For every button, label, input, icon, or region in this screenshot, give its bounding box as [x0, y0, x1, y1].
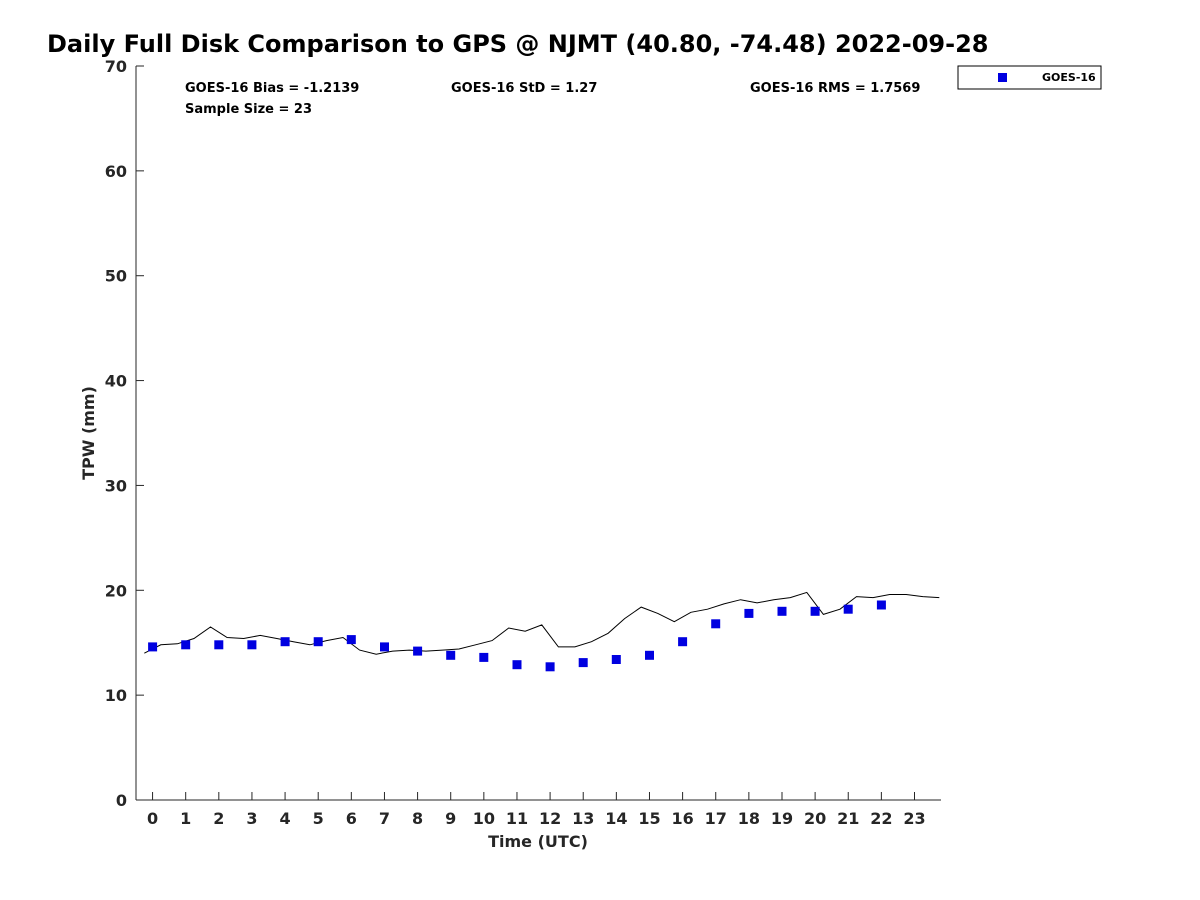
- goes16-point: [380, 642, 389, 652]
- goes16-point: [413, 646, 423, 656]
- legend-goes16-marker: [998, 73, 1007, 82]
- legend: GOES-16: [957, 65, 1102, 90]
- goes16-point: [678, 637, 688, 647]
- goes16-point: [843, 604, 853, 614]
- x-tick-label: 18: [738, 809, 760, 828]
- x-tick-label: 17: [705, 809, 727, 828]
- x-tick-label: 0: [147, 809, 158, 828]
- goes16-point: [247, 640, 257, 650]
- goes16-point: [744, 608, 754, 618]
- x-tick-label: 9: [445, 809, 456, 828]
- y-tick-label: 20: [105, 581, 127, 600]
- y-tick-label: 40: [105, 372, 127, 391]
- y-tick-label: 60: [105, 162, 127, 181]
- x-tick-label: 21: [837, 809, 859, 828]
- x-tick-label: 13: [572, 809, 594, 828]
- x-tick-label: 20: [804, 809, 826, 828]
- goes16-point: [148, 642, 158, 652]
- goes16-point: [280, 637, 290, 647]
- x-tick-label: 15: [638, 809, 660, 828]
- goes16-point: [181, 640, 191, 650]
- y-tick-label: 10: [105, 686, 127, 705]
- x-tick-label: 19: [771, 809, 793, 828]
- y-tick-label: 0: [116, 791, 127, 810]
- x-tick-label: 14: [605, 809, 627, 828]
- goes16-point: [777, 606, 787, 616]
- x-tick-label: 22: [870, 809, 892, 828]
- goes16-point: [545, 662, 555, 672]
- x-tick-label: 12: [539, 809, 561, 828]
- x-tick-label: 10: [473, 809, 495, 828]
- goes16-point: [346, 635, 356, 645]
- y-tick-label: 70: [105, 57, 127, 76]
- goes16-point: [645, 650, 654, 660]
- goes16-point: [479, 652, 489, 662]
- sample-size-stat: Sample Size = 23: [185, 102, 312, 117]
- goes16-point: [578, 658, 588, 668]
- x-tick-label: 6: [346, 809, 357, 828]
- goes16-point: [214, 640, 224, 650]
- x-tick-label: 16: [671, 809, 693, 828]
- axis-ticks: 0 1 2 3 4 5 6 7 8 9 10 11 12 13 14 15 16 17 18 19 20 21 22 2301…: [105, 57, 926, 828]
- x-tick-label: 8: [412, 809, 423, 828]
- x-axis-label: Time (UTC): [488, 832, 588, 851]
- plot-axes: [135, 66, 941, 801]
- goes16-point: [711, 619, 721, 629]
- goes16-point: [876, 600, 886, 610]
- x-tick-label: 1: [180, 809, 191, 828]
- y-axis-label: TPW (mm): [79, 386, 98, 480]
- legend-goes16-label: GOES-16: [1042, 71, 1096, 84]
- goes16-series-layer: [148, 600, 886, 672]
- x-tick-label: 2: [213, 809, 224, 828]
- rms-stat: GOES-16 RMS = 1.7569: [750, 81, 920, 96]
- x-tick-label: 23: [903, 809, 925, 828]
- goes16-point: [810, 606, 820, 616]
- goes16-point: [313, 637, 323, 647]
- x-tick-label: 7: [379, 809, 390, 828]
- std-stat: GOES-16 StD = 1.27: [451, 81, 597, 96]
- x-tick-label: 4: [280, 809, 291, 828]
- x-tick-label: 11: [506, 809, 528, 828]
- y-tick-label: 30: [105, 476, 127, 495]
- x-tick-label: 3: [246, 809, 257, 828]
- gps-tpw-line: [144, 591, 940, 655]
- statistics-annotations: GOES-16 Bias = -1.2139 GOES-16 StD = 1.2…: [185, 81, 920, 117]
- goes16-point: [512, 660, 522, 670]
- goes16-point: [446, 650, 456, 660]
- chart-title: Daily Full Disk Comparison to GPS @ NJMT…: [47, 30, 989, 58]
- y-tick-label: 50: [105, 267, 127, 286]
- legend-box: [957, 65, 1102, 90]
- axis-labels: Time (UTC) TPW (mm): [79, 386, 588, 851]
- gps-series-layer: [144, 591, 940, 655]
- x-tick-label: 5: [313, 809, 324, 828]
- bias-stat: GOES-16 Bias = -1.2139: [185, 81, 359, 96]
- goes16-point: [611, 655, 621, 664]
